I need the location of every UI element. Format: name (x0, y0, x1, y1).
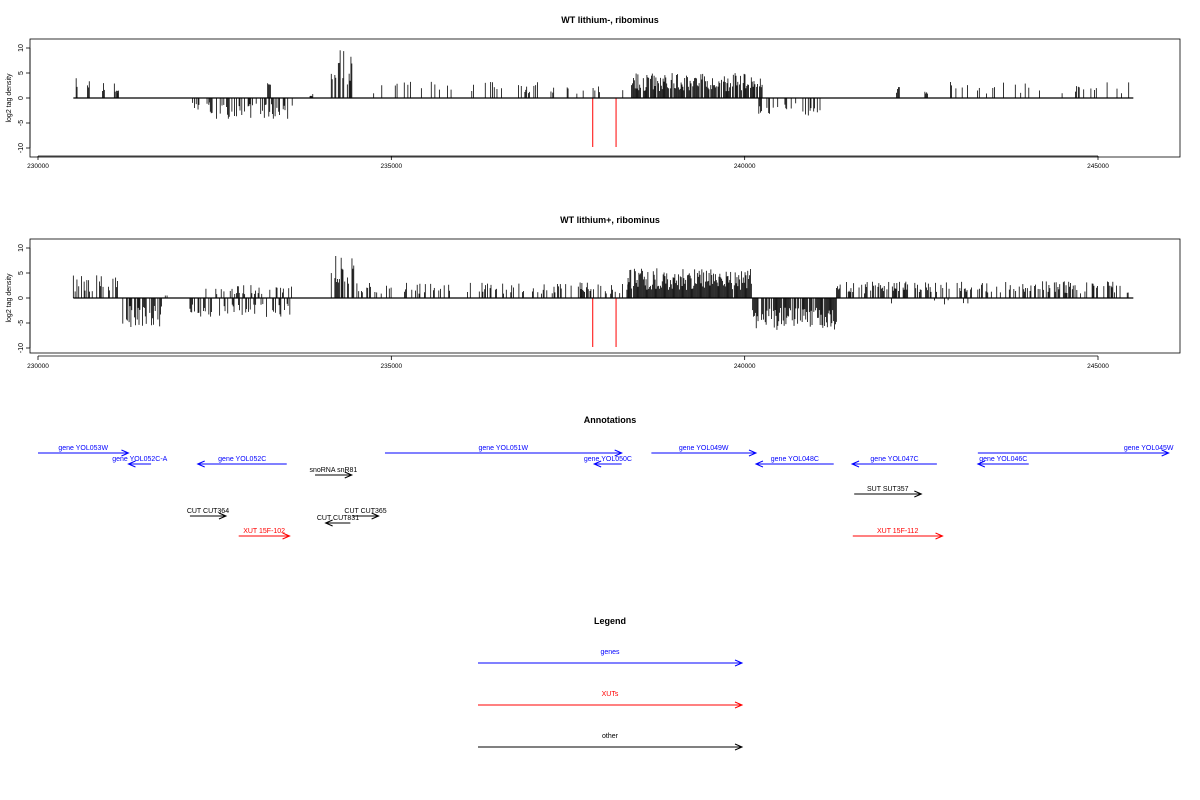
legend-arrow (478, 659, 744, 667)
feature-xut: XUT 15F-112 (852, 528, 944, 540)
feature-label: CUT CUT365 (344, 508, 386, 515)
feature-gene: gene YOL047C (850, 456, 937, 468)
track-2-y-axis-label: log2 tag density (6, 273, 13, 323)
track-2-y-axis: -10 -5 0 5 10 (18, 244, 31, 353)
legend-item-xut: XUTs (478, 691, 744, 709)
feature-arrow (196, 460, 287, 468)
feature-label: gene YOL047C (870, 456, 918, 463)
feature-arrow (189, 512, 228, 520)
feature-label: gene YOL049W (679, 445, 729, 452)
feature-gene: gene YOL051W (384, 445, 623, 457)
feature-arrow (315, 471, 354, 479)
track-1-title: WT lithium-, ribominus (561, 15, 659, 25)
track-2-x-axis: 230000 235000 240000 245000 (27, 355, 1109, 370)
x-tick-label: 235000 (380, 163, 402, 170)
feature-arrow (977, 449, 1170, 457)
feature-label: gene YOL051W (478, 445, 528, 452)
feature-other: CUT CUT831 (317, 515, 359, 527)
x-tick-label: 230000 (27, 363, 49, 370)
feature-label: gene YOL045W (1124, 445, 1174, 452)
feature-label: XUT 15F-102 (243, 528, 285, 535)
feature-arrow (754, 460, 834, 468)
feature-other: snoRNA snR81 (309, 467, 357, 479)
feature-gene: gene YOL053W (38, 445, 130, 457)
track-2-bars (72, 255, 1129, 330)
track-1-highlights (592, 98, 617, 147)
legend-title: Legend (594, 616, 626, 626)
feature-arrow (384, 449, 623, 457)
feature-xut: XUT 15F-102 (238, 528, 291, 540)
feature-gene: gene YOL049W (651, 445, 758, 457)
legend-label: genes (600, 649, 620, 656)
legend-item-gene: genes (478, 649, 744, 667)
feature-label: SUT SUT357 (867, 486, 909, 493)
feature-arrow (238, 532, 291, 540)
y-tick-label: 0 (18, 296, 25, 300)
track-panel-2: WT lithium+, ribominus log2 tag density … (6, 215, 1181, 370)
x-tick-label: 230000 (27, 163, 49, 170)
x-tick-label: 240000 (734, 163, 756, 170)
track-1-bars (75, 50, 1130, 119)
track-1-y-axis-label: log2 tag density (6, 73, 13, 123)
legend-panel: Legend genes XUTs other (478, 616, 744, 751)
feature-label: CUT CUT364 (187, 508, 229, 515)
y-tick-label: 10 (18, 44, 25, 52)
feature-arrow (38, 449, 130, 457)
legend-items: genes XUTs other (478, 649, 744, 751)
annotation-features: gene YOL053W gene YOL052C-A gene YOL052C ge… (38, 445, 1174, 540)
feature-gene: gene YOL052C-A (112, 456, 168, 468)
track-panel-1: WT lithium-, ribominus log2 tag density … (6, 15, 1181, 170)
legend-item-other: other (478, 733, 744, 751)
y-tick-label: -5 (18, 320, 25, 326)
legend-arrow (478, 743, 744, 751)
feature-other: SUT SUT357 (854, 486, 923, 498)
feature-label: gene YOL048C (771, 456, 819, 463)
y-tick-label: 10 (18, 244, 25, 252)
feature-label: CUT CUT831 (317, 515, 359, 522)
feature-label: gene YOL050C (584, 456, 632, 463)
feature-label: snoRNA snR81 (309, 467, 357, 474)
y-tick-label: -5 (18, 120, 25, 126)
feature-arrow (976, 460, 1029, 468)
feature-arrow (854, 490, 923, 498)
legend-label: XUTs (602, 691, 619, 698)
feature-arrow (324, 519, 351, 527)
feature-arrow (852, 532, 944, 540)
y-tick-label: 0 (18, 96, 25, 100)
x-tick-label: 245000 (1087, 363, 1109, 370)
x-tick-label: 235000 (380, 363, 402, 370)
annotations-title: Annotations (584, 415, 637, 425)
legend-arrow (478, 701, 744, 709)
feature-gene: gene YOL052C (196, 456, 287, 468)
track-2-title: WT lithium+, ribominus (560, 215, 660, 225)
feature-arrow (127, 460, 152, 468)
feature-label: gene YOL053W (58, 445, 108, 452)
x-tick-label: 245000 (1087, 163, 1109, 170)
track-2-highlights (592, 298, 617, 347)
y-tick-label: 5 (18, 71, 25, 75)
feature-arrow (352, 512, 380, 520)
feature-gene: gene YOL045W (977, 445, 1174, 457)
feature-arrow (592, 460, 622, 468)
track-1-x-axis: 230000 235000 240000 245000 (27, 155, 1109, 170)
feature-other: CUT CUT365 (344, 508, 387, 520)
feature-label: gene YOL052C-A (112, 456, 167, 463)
feature-gene: gene YOL048C (754, 456, 834, 468)
feature-label: XUT 15F-112 (877, 528, 918, 535)
x-tick-label: 240000 (734, 363, 756, 370)
feature-gene: gene YOL046C (976, 456, 1029, 468)
y-tick-label: -10 (18, 143, 25, 153)
y-tick-label: 5 (18, 271, 25, 275)
feature-other: CUT CUT364 (187, 508, 229, 520)
feature-arrow (651, 449, 758, 457)
feature-gene: gene YOL050C (584, 456, 632, 468)
feature-arrow (850, 460, 937, 468)
track-1-y-axis: -10 -5 0 5 10 (18, 44, 31, 153)
feature-label: gene YOL046C (979, 456, 1027, 463)
feature-label: gene YOL052C (218, 456, 266, 463)
y-tick-label: -10 (18, 343, 25, 353)
legend-label: other (602, 733, 619, 740)
